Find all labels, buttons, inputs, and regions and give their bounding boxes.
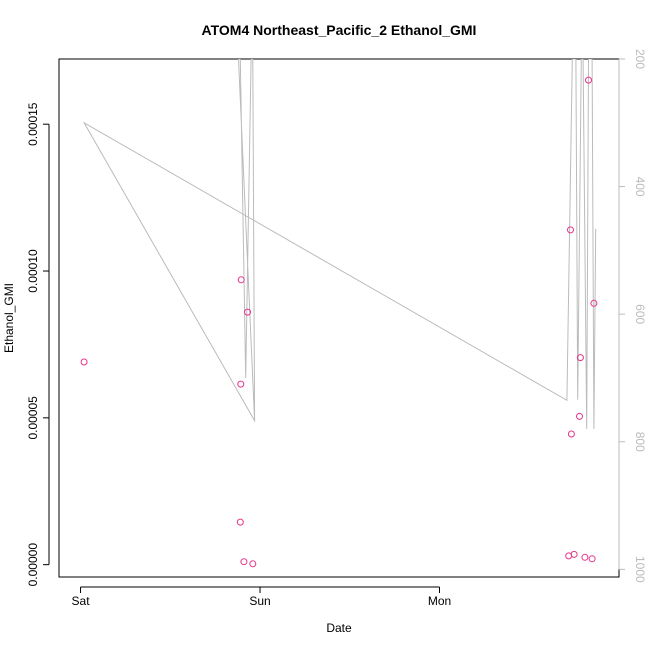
data-points bbox=[80, 76, 598, 568]
right-axis: 200 400 600 800 1000 bbox=[618, 49, 647, 583]
right-tick-label: 400 bbox=[633, 177, 647, 197]
x-tick-label: Mon bbox=[428, 594, 451, 608]
data-point bbox=[237, 380, 245, 388]
data-point bbox=[249, 560, 257, 568]
right-tick-label: 800 bbox=[633, 432, 647, 452]
data-point bbox=[236, 518, 244, 526]
y-axis-label: Ethanol_GMI bbox=[2, 283, 16, 353]
y-axis: 0.00000 0.00005 0.00010 0.00015 bbox=[26, 102, 50, 587]
data-point bbox=[80, 358, 88, 366]
x-tick-label: Sat bbox=[72, 594, 91, 608]
data-point bbox=[244, 308, 251, 316]
data-point bbox=[567, 226, 574, 234]
data-point bbox=[588, 555, 596, 563]
y-tick-label: 0.00005 bbox=[26, 396, 40, 440]
data-point bbox=[240, 558, 248, 566]
x-axis: Sat Sun Mon bbox=[72, 586, 451, 608]
chart-title: ATOM4 Northeast_Pacific_2 Ethanol_GMI bbox=[202, 22, 477, 38]
y-tick-label: 0.00015 bbox=[26, 102, 40, 146]
right-tick-label: 600 bbox=[633, 304, 647, 324]
data-point bbox=[237, 276, 245, 284]
data-point bbox=[576, 412, 583, 420]
data-point bbox=[576, 354, 584, 362]
x-tick-label: Sun bbox=[249, 594, 270, 608]
y-tick-label: 0.00010 bbox=[26, 249, 40, 293]
pressure-series-line bbox=[82, 59, 597, 430]
data-point bbox=[581, 553, 589, 561]
y-tick-label: 0.00000 bbox=[26, 543, 40, 587]
x-axis-label: Date bbox=[326, 621, 352, 635]
right-tick-label: 1000 bbox=[633, 556, 647, 583]
data-point bbox=[567, 430, 575, 438]
data-point bbox=[570, 550, 578, 558]
pressure-line-layer bbox=[82, 59, 597, 430]
right-tick-label: 200 bbox=[633, 49, 647, 69]
data-point bbox=[585, 76, 592, 84]
data-point bbox=[590, 299, 598, 307]
